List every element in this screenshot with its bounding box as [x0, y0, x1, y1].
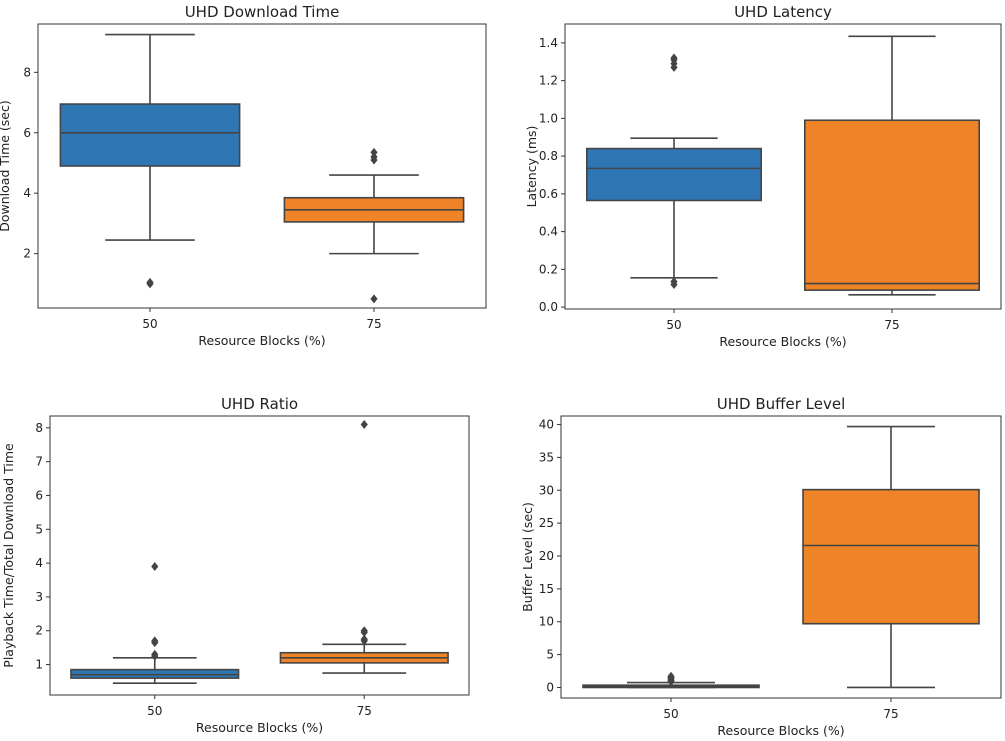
- outlier-point: [370, 152, 378, 162]
- box-50: [59, 33, 241, 289]
- x-axis-label: Resource Blocks (%): [719, 334, 846, 349]
- x-tick-label: 75: [884, 318, 899, 332]
- y-tick-label: 35: [539, 450, 554, 464]
- chart-title: UHD Download Time: [185, 3, 340, 21]
- plot-frame: [564, 23, 1002, 310]
- y-tick-label: 0.0: [539, 300, 558, 314]
- outlier-point: [151, 649, 159, 659]
- box-50: [585, 53, 762, 289]
- y-tick-label: 1.0: [539, 111, 558, 125]
- outlier-point: [146, 277, 154, 287]
- plot-frame: [560, 415, 1002, 699]
- x-tick-label: 50: [147, 704, 162, 718]
- box-75: [803, 35, 980, 296]
- y-tick-label: 15: [539, 582, 554, 596]
- outlier-point: [151, 561, 159, 571]
- plot-frame: [37, 23, 487, 309]
- y-tick-label: 1.4: [539, 36, 558, 50]
- y-tick-label: 8: [35, 421, 43, 435]
- x-tick-label: 75: [357, 704, 372, 718]
- outlier-point: [667, 671, 675, 681]
- box-iqr: [70, 668, 240, 679]
- chart-panel-3: UHD Ratio 1 2 3 4 5 6 7 8 50 75 Resource Blocks (%)…: [1, 395, 470, 735]
- outlier-point: [360, 634, 368, 644]
- box-75: [802, 425, 980, 689]
- box-iqr: [803, 119, 980, 291]
- y-tick-label: 25: [539, 516, 554, 530]
- chart-panel-1: UHD Download Time 2 4 6 8 50 75 Resource Blocks…: [0, 3, 487, 348]
- y-tick-label: 1: [35, 658, 43, 672]
- y-tick-label: 20: [539, 549, 554, 563]
- box-iqr: [802, 488, 980, 625]
- y-tick-label: 5: [546, 648, 554, 662]
- y-tick-label: 0.4: [539, 225, 558, 239]
- chart-title: UHD Ratio: [221, 395, 298, 413]
- x-tick-label: 50: [142, 317, 157, 331]
- outlier-point: [151, 636, 159, 646]
- y-tick-label: 0.2: [539, 262, 558, 276]
- x-axis-label: Resource Blocks (%): [717, 723, 844, 738]
- y-tick-label: 2: [23, 247, 31, 261]
- x-tick-label: 50: [666, 318, 681, 332]
- y-tick-label: 6: [35, 488, 43, 502]
- x-axis-label: Resource Blocks (%): [196, 720, 323, 735]
- y-tick-label: 4: [23, 186, 31, 200]
- y-axis-label: Playback Time/Total Download Time: [1, 443, 16, 668]
- y-axis-label: Download Time (sec): [0, 100, 12, 232]
- box-75: [279, 419, 449, 674]
- y-tick-label: 10: [539, 615, 554, 629]
- y-tick-label: 2: [35, 624, 43, 638]
- box-iqr: [585, 147, 762, 202]
- box-iqr: [59, 103, 241, 167]
- chart-panel-4: UHD Buffer Level 0 5 10 15 20 25 30 35 40 50 75 Reso…: [520, 395, 1002, 738]
- outlier-point: [360, 419, 368, 429]
- outlier-point: [670, 53, 678, 63]
- y-tick-label: 0.6: [539, 187, 558, 201]
- y-tick-label: 6: [23, 126, 31, 140]
- x-axis-label: Resource Blocks (%): [198, 333, 325, 348]
- y-axis-label: Latency (ms): [524, 126, 539, 208]
- y-tick-label: 40: [539, 418, 554, 432]
- box-50: [582, 671, 760, 689]
- y-tick-label: 4: [35, 556, 43, 570]
- chart-title: UHD Latency: [734, 3, 832, 21]
- y-tick-label: 0: [546, 680, 554, 694]
- chart-panel-2: UHD Latency 0.0 0.2 0.4 0.6 0.8 1.0 1.2 1.4 50 75 R…: [524, 3, 1002, 349]
- y-tick-label: 0.8: [539, 149, 558, 163]
- y-axis-label: Buffer Level (sec): [520, 502, 535, 612]
- y-tick-label: 7: [35, 455, 43, 469]
- chart-title: UHD Buffer Level: [717, 395, 845, 413]
- y-tick-label: 8: [23, 65, 31, 79]
- outlier-point: [360, 626, 368, 636]
- outlier-point: [370, 147, 378, 157]
- x-tick-label: 75: [883, 707, 898, 721]
- y-tick-label: 1.2: [539, 74, 558, 88]
- plot-frame: [49, 415, 470, 696]
- x-tick-label: 75: [366, 317, 381, 331]
- outlier-point: [370, 294, 378, 304]
- box-50: [70, 561, 240, 684]
- box-75: [283, 147, 465, 304]
- y-tick-label: 3: [35, 590, 43, 604]
- x-tick-label: 50: [663, 707, 678, 721]
- y-tick-label: 30: [539, 483, 554, 497]
- y-tick-label: 5: [35, 522, 43, 536]
- outlier-point: [670, 277, 678, 287]
